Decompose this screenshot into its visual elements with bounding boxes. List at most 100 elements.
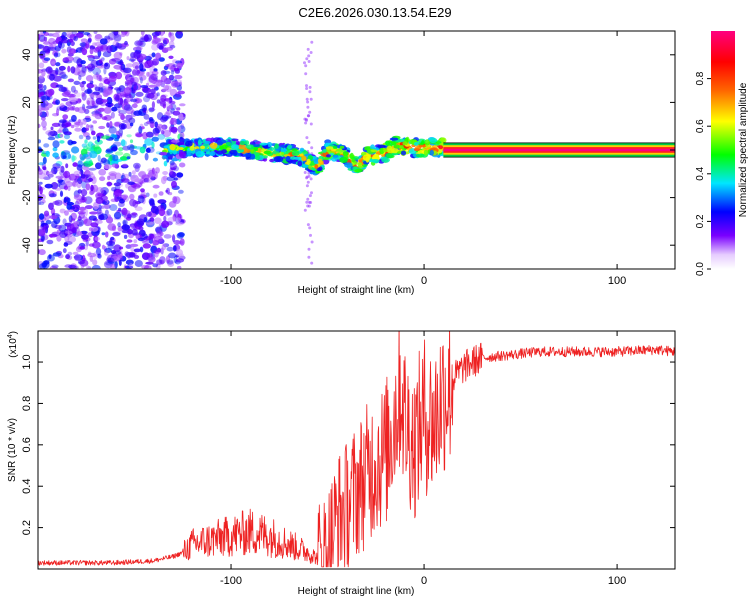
heatmap-cell <box>134 40 143 47</box>
heatmap-cell <box>126 144 135 151</box>
heatmap-cell <box>133 50 141 59</box>
heatmap-cell <box>43 210 50 217</box>
heatmap-cell <box>305 200 309 204</box>
heatmap-cell <box>162 129 171 138</box>
heatmap-cell <box>53 52 59 58</box>
heatmap-cell <box>65 254 70 260</box>
heatmap-cell <box>86 105 94 110</box>
heatmap-cell <box>263 150 272 155</box>
heatmap-cell <box>79 121 83 129</box>
heatmap-cell <box>134 98 143 104</box>
heatmap-cell <box>104 35 111 40</box>
heatmap-cell <box>108 126 117 134</box>
heatmap-cell <box>173 67 180 72</box>
heatmap-cell <box>172 196 178 204</box>
heatmap-cell <box>85 135 91 140</box>
heatmap-cell <box>389 137 399 141</box>
heatmap-cell <box>73 89 79 94</box>
heatmap-cell <box>305 136 309 140</box>
heatmap-cell <box>137 69 141 74</box>
heatmap-cell <box>63 131 72 136</box>
heatmap-cell <box>68 48 77 54</box>
heatmap-cell <box>309 233 312 237</box>
heatmap-cell <box>59 140 65 144</box>
heatmap-cell <box>123 72 132 76</box>
heatmap-cell <box>125 259 134 266</box>
snr-y-tick-label: 0.8 <box>21 396 33 411</box>
heatmap-cell <box>126 213 132 219</box>
heatmap-cell <box>87 141 94 148</box>
heatmap-cell <box>89 150 98 159</box>
heatmap-cell <box>306 180 310 184</box>
heatmap-cell <box>45 66 53 75</box>
heatmap-cell <box>326 154 331 158</box>
heatmap-cell <box>96 135 101 143</box>
heatmap-cell <box>72 251 79 255</box>
heatmap-cell <box>333 154 339 159</box>
heatmap-cell <box>95 71 99 78</box>
heatmap-cell <box>57 129 62 134</box>
heatmap-cell <box>55 175 64 179</box>
heatmap-cell <box>106 45 113 54</box>
heatmap-cell <box>160 151 168 156</box>
heatmap-cell <box>307 60 311 63</box>
heatmap-cell <box>178 81 183 87</box>
heatmap-cell <box>47 46 57 52</box>
heatmap-cell <box>238 143 246 150</box>
heatmap-cell <box>81 91 85 97</box>
heatmap-cell <box>117 43 127 50</box>
heatmap-cell <box>152 157 158 162</box>
heatmap-cell <box>158 191 164 196</box>
heatmap-cell <box>109 154 113 162</box>
heatmap-cell <box>86 100 91 106</box>
heatmap-cell <box>269 158 275 163</box>
heatmap-cell <box>96 209 103 214</box>
heatmap-cell <box>165 63 170 68</box>
heatmap-cell <box>92 241 101 249</box>
heatmap-cell <box>305 176 309 180</box>
heatmap-cell <box>169 44 176 49</box>
heatmap-cell <box>58 119 67 123</box>
heatmap-cell <box>56 36 62 42</box>
heatmap-cell <box>168 104 173 109</box>
heatmap-cell <box>80 38 88 43</box>
heatmap-cell <box>42 52 50 56</box>
heatmap-cell <box>110 236 115 241</box>
colorbar: 0.0 0.2 0.4 0.6 0.8 Normalized spectral ampl… <box>695 31 749 276</box>
heatmap-cell <box>280 148 287 152</box>
heatmap-cell <box>150 245 158 254</box>
heatmap-cell <box>141 104 148 112</box>
heatmap-cell <box>38 146 42 151</box>
heatmap-cell <box>148 107 155 113</box>
heatmap-cell <box>151 101 155 109</box>
heatmap-cell <box>67 65 71 73</box>
spectrogram-y-tick-label: -40 <box>21 237 33 253</box>
heatmap-cell <box>176 249 183 257</box>
heatmap-cell <box>77 106 87 114</box>
heatmap-cell <box>92 67 102 75</box>
heatmap-cell <box>88 167 97 171</box>
heatmap-cell <box>137 195 145 204</box>
heatmap-cell <box>130 174 139 183</box>
heatmap-cell <box>60 190 63 197</box>
heatmap-cell <box>82 153 89 158</box>
heatmap-cell <box>352 156 359 160</box>
heatmap-cell <box>287 144 293 150</box>
spectrogram-x-tick-label: 100 <box>608 275 626 287</box>
heatmap-cell <box>42 126 47 131</box>
heatmap-cell <box>274 143 279 150</box>
colorbar-tick-label: 0.2 <box>695 214 706 228</box>
heatmap-cell <box>151 52 156 58</box>
heatmap-cell <box>111 255 120 262</box>
heatmap-cell <box>88 227 93 232</box>
heatmap-cell <box>318 166 323 172</box>
heatmap-cell <box>85 205 93 210</box>
heatmap-cell <box>38 62 45 69</box>
heatmap-cell <box>96 74 102 82</box>
heatmap-cell <box>139 146 146 154</box>
heatmap-cell <box>45 170 50 176</box>
heatmap-cell <box>129 193 135 200</box>
heatmap-cell <box>94 236 100 241</box>
heatmap-cell <box>176 62 183 69</box>
heatmap-cell <box>98 82 104 89</box>
